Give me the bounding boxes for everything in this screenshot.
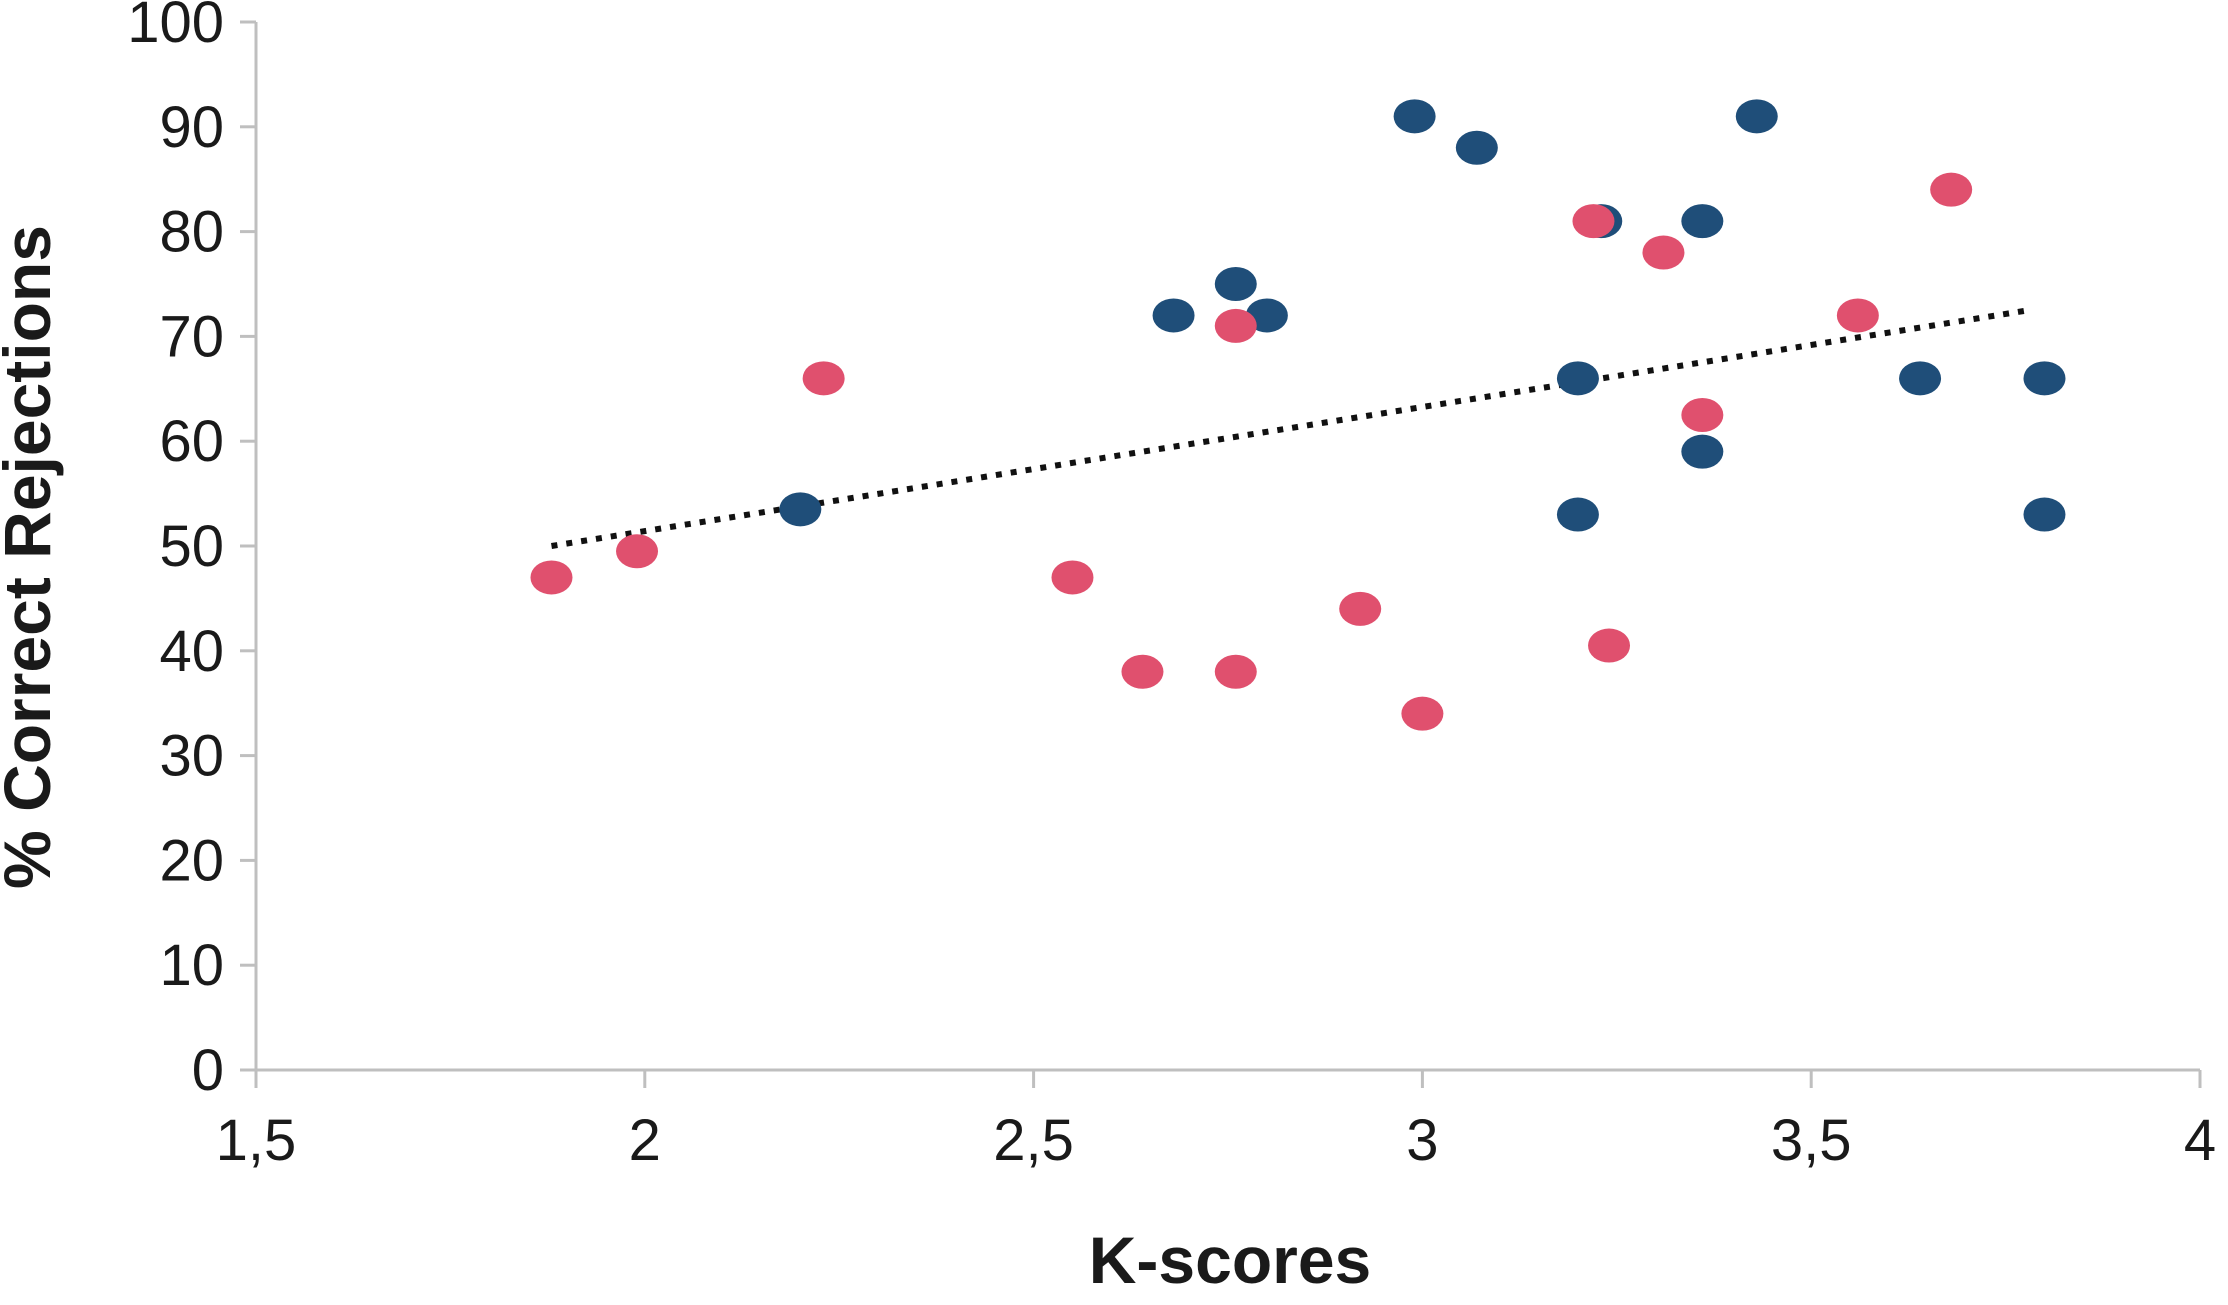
y-tick-label: 30: [159, 724, 224, 789]
x-axis: 1,5 2 2,5 3 3,5 4: [216, 1068, 2216, 1173]
series-1-point: [1393, 99, 1436, 134]
y-tick-label: 50: [159, 514, 224, 579]
series-2-point: [802, 361, 845, 396]
series-1-point: [2023, 361, 2066, 396]
y-axis: 0 10 20 30 40 50 60 70 80 90 100: [127, 0, 258, 1103]
data-points: [530, 99, 2066, 731]
y-tick-label: 100: [127, 0, 224, 55]
series-1-point: [1735, 99, 1778, 134]
y-tick-label: 20: [159, 828, 224, 893]
y-tick-label: 0: [192, 1038, 224, 1103]
x-tick-label: 2: [629, 1108, 661, 1173]
series-2-point: [616, 534, 659, 569]
series-2-point: [530, 560, 573, 595]
series-1-point: [1152, 298, 1195, 333]
series-1-point: [1681, 434, 1724, 469]
y-tick-label: 90: [159, 95, 224, 160]
series-2-point: [1836, 298, 1879, 333]
x-tick-label: 3,5: [1771, 1108, 1852, 1173]
series-2-point: [1214, 654, 1257, 689]
series-1-point: [779, 492, 822, 527]
y-axis-title: % Correct Rejections: [0, 225, 64, 889]
y-tick-label: 80: [159, 200, 224, 265]
series-2-point: [1214, 308, 1257, 343]
trendline-group: [551, 307, 2030, 549]
series-1-point: [1899, 361, 1942, 396]
series-2-point: [1642, 235, 1685, 270]
series-2-point: [1401, 696, 1444, 731]
y-tick-label: 60: [159, 409, 224, 474]
series-1-point: [1681, 204, 1724, 239]
series-1-point: [1455, 130, 1498, 165]
series-2-point: [1588, 628, 1631, 663]
series-1-point: [1556, 497, 1599, 532]
series-2-point: [1121, 654, 1164, 689]
y-tick-label: 70: [159, 304, 224, 369]
series-2-point: [1681, 398, 1724, 432]
series-1-point: [1556, 361, 1599, 396]
x-tick-label: 3: [1406, 1108, 1438, 1173]
series-2-point: [1339, 591, 1382, 626]
x-tick-label: 1,5: [216, 1108, 297, 1173]
series-1-point: [1214, 267, 1257, 301]
series-1-point: [2023, 497, 2066, 532]
series-2-point: [1572, 204, 1615, 239]
x-axis-title: K-scores: [1089, 1223, 1371, 1297]
series-2-point: [1930, 172, 1973, 207]
y-tick-label: 40: [159, 619, 224, 684]
trendline: [551, 307, 2030, 549]
y-tick-label: 10: [159, 933, 224, 998]
x-tick-label: 4: [2184, 1108, 2216, 1173]
x-tick-label: 2,5: [993, 1108, 1074, 1173]
series-2-point: [1051, 560, 1094, 595]
